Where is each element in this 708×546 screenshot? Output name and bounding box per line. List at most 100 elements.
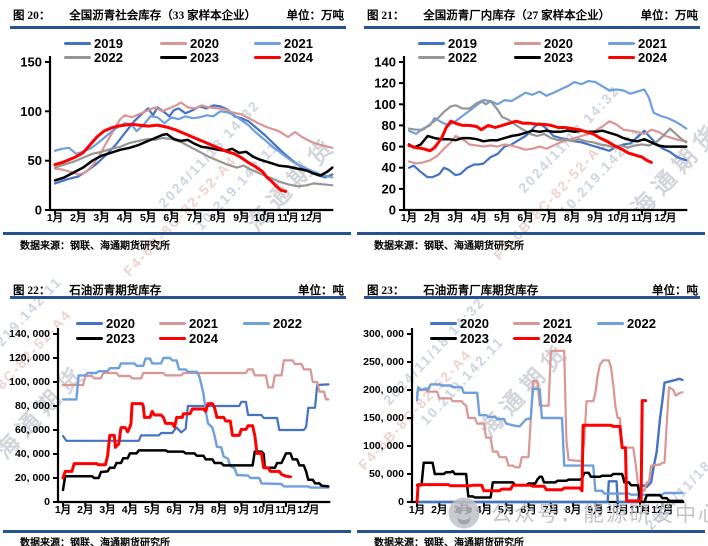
y-tick-label: 100, 000 <box>9 376 50 388</box>
y-tick-label: 60, 000 <box>15 424 50 436</box>
figure-unit: 单位：吨 <box>298 285 344 297</box>
series-2024 <box>415 399 648 504</box>
x-tick-label: 11月 <box>629 504 651 516</box>
x-tick-label: 3月 <box>93 212 109 224</box>
series-2020 <box>415 377 684 504</box>
header-rule <box>10 26 346 29</box>
axis <box>48 56 334 212</box>
y-tick-label: 140, 000 <box>9 328 50 340</box>
y-tick-label: 0 <box>389 203 396 218</box>
panel-fig-20: 图 20： 全国沥青社会库存（33 家样本企业） 单位：万吨 0 50 100 150… <box>0 0 354 273</box>
x-tick-label: 8月 <box>211 504 227 516</box>
figure-label: 图 20： <box>13 10 51 22</box>
x-tick-label: 10月 <box>608 212 630 224</box>
x-tick-label: 5月 <box>498 504 514 516</box>
source-divider <box>3 232 351 235</box>
x-tick-label: 8月 <box>564 212 580 224</box>
x-tick-label: 7月 <box>543 504 559 516</box>
y-tick-label: 50, 000 <box>369 468 404 480</box>
x-tick-label: 2月 <box>77 504 93 516</box>
series-2020 <box>61 383 330 442</box>
x-tick-label: 1月 <box>401 212 417 224</box>
header-rule <box>364 296 700 299</box>
figure-label: 图 21： <box>367 10 405 22</box>
x-tick-label: 2月 <box>70 212 86 224</box>
x-tick-label: 8月 <box>210 212 226 224</box>
y-tick-label: 300, 000 <box>363 328 404 340</box>
figure-unit: 单位：万吨 <box>286 10 345 22</box>
x-tick-label: 9月 <box>233 504 249 516</box>
y-tick-label: 80 <box>382 118 396 133</box>
x-tick-label: 8月 <box>565 504 581 516</box>
x-tick-label: 7月 <box>187 212 203 224</box>
data-source-note: 数据来源：钢联、海通期货研究所 <box>374 241 524 252</box>
figure-label: 图 23： <box>367 285 405 297</box>
source-divider <box>357 530 705 533</box>
panel-fig-22: 图 22： 石油沥青期货库存 单位：吨 0 20, 000 40, 000 60, 0… <box>0 273 354 546</box>
series-2022 <box>61 356 330 489</box>
panel-fig-23: 图 23： 石油沥青厂库期货库存 单位：吨 0 50, 000 100, 000 15… <box>354 273 708 546</box>
y-tick-label: 60 <box>382 139 396 154</box>
x-tick-label: 12月 <box>651 504 673 516</box>
series-2022 <box>53 136 334 188</box>
panel-header: 图 20： 全国沥青社会库存（33 家样本企业） 单位：万吨 <box>0 7 354 23</box>
y-tick-label: 20, 000 <box>15 472 50 484</box>
y-tick-label: 80, 000 <box>15 400 50 412</box>
series-2019 <box>53 104 334 185</box>
source-divider <box>357 232 705 235</box>
series-2022 <box>407 99 688 149</box>
panel-header: 图 22： 石油沥青期货库存 单位：吨 <box>0 282 354 298</box>
x-tick-label: 11月 <box>275 504 297 516</box>
panel-fig-21: 图 21： 全国沥青厂内库存（27 家样本企业） 单位：万吨 0 20 40 60 80… <box>354 0 708 273</box>
x-tick-label: 2月 <box>424 212 440 224</box>
header-rule <box>10 296 346 299</box>
x-tick-label: 12月 <box>297 504 319 516</box>
x-tick-label: 3月 <box>447 212 463 224</box>
series-2022 <box>415 383 684 496</box>
x-tick-label: 10月 <box>254 212 276 224</box>
x-tick-label: 5月 <box>494 212 510 224</box>
series-2023 <box>61 449 330 492</box>
figure-label: 图 22： <box>13 285 51 297</box>
series-2021 <box>415 349 684 492</box>
x-tick-label: 9月 <box>587 504 603 516</box>
x-tick-label: 6月 <box>517 212 533 224</box>
y-tick-label: 150, 000 <box>363 412 404 424</box>
x-tick-label: 4月 <box>117 212 133 224</box>
series-2020 <box>407 120 688 165</box>
y-tick-label: 20 <box>382 181 396 196</box>
y-tick-label: 50 <box>28 153 42 168</box>
panel-header: 图 23： 石油沥青厂库期货库存 单位：吨 <box>354 282 708 298</box>
x-tick-label: 1月 <box>55 504 71 516</box>
figure-title: 石油沥青期货库存 <box>69 285 162 297</box>
x-tick-label: 9月 <box>233 212 249 224</box>
line-chart-futures-inventory: 0 20, 000 40, 000 60, 000 80, 000 100, 000 120… <box>9 328 331 516</box>
x-tick-label: 5月 <box>140 212 156 224</box>
x-tick-label: 12月 <box>654 212 676 224</box>
figure-title: 石油沥青厂库期货库存 <box>423 285 539 297</box>
series-2021 <box>53 110 334 179</box>
x-tick-label: 7月 <box>189 504 205 516</box>
line-chart-warehouse-futures-inventory: 0 50, 000 100, 000 150, 000 200, 000 250, 000… <box>363 328 685 516</box>
x-tick-label: 11月 <box>631 212 653 224</box>
x-tick-label: 12月 <box>300 212 322 224</box>
header-rule <box>364 26 700 29</box>
y-tick-label: 140 <box>374 55 396 70</box>
y-tick-label: 40, 000 <box>15 448 50 460</box>
y-tick-label: 0 <box>398 496 404 508</box>
x-tick-label: 4月 <box>476 504 492 516</box>
y-tick-label: 250, 000 <box>363 356 404 368</box>
figure-unit: 单位：万吨 <box>640 10 699 22</box>
y-tick-label: 40 <box>382 160 396 175</box>
data-source-note: 数据来源：钢联、海通期货研究所 <box>20 538 170 546</box>
x-tick-label: 1月 <box>409 504 425 516</box>
y-tick-label: 100, 000 <box>363 440 404 452</box>
y-tick-label: 0 <box>44 496 50 508</box>
source-divider <box>3 530 351 533</box>
x-tick-label: 6月 <box>166 504 182 516</box>
y-tick-label: 200, 000 <box>363 384 404 396</box>
series-2024 <box>53 122 288 193</box>
y-tick-label: 100 <box>20 104 42 119</box>
x-tick-label: 6月 <box>163 212 179 224</box>
